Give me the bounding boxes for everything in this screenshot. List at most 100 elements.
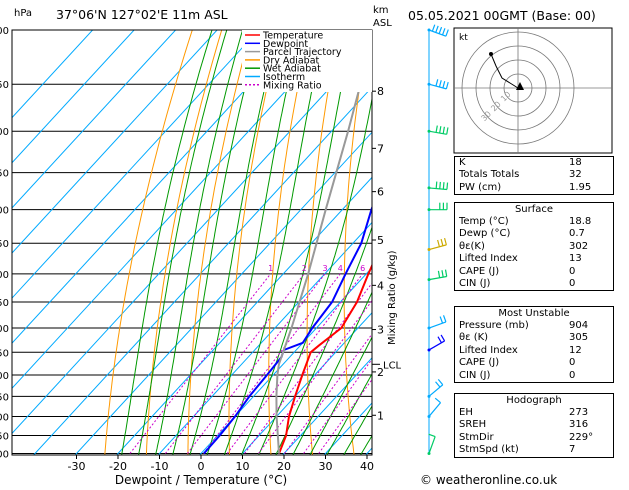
lcl-label: LCL [383,360,402,371]
wind-barb [427,379,444,398]
wind-barb-dot [427,208,431,212]
wind-barb-flag [439,181,441,189]
index-value: 32 [569,169,582,181]
wet-adiabat-line [240,30,354,455]
x-axis-title: Dewpoint / Temperature (°C) [115,473,287,486]
mixing-ratio-line [203,273,341,454]
km-tick-label: 2 [377,366,384,379]
hodo-label: StmSpd (kt) [459,444,519,456]
isotherm-line [157,221,372,455]
isotherm-line [12,30,343,390]
wind-barb-flag [442,126,445,134]
wind-barb-flag [434,397,441,404]
surface-value: 18.8 [569,216,592,227]
x-tick-label: 10 [236,460,250,473]
mixing-ratio-line [244,282,372,454]
hodograph-trace [490,53,519,89]
isotherm-line [74,131,372,455]
isotherm-line [12,41,372,435]
mixing-ratio-label: 15 [412,264,422,273]
wet-adiabat-line [121,30,213,455]
pressure-tick-label: 300 [0,26,9,37]
dry-adiabat-line [187,30,252,455]
location-title: 37°06'N 127°02'E 11m ASL [56,7,228,22]
hodograph-frame [453,27,613,154]
km-tick-label: 8 [377,85,384,98]
wet-adiabat-line [138,30,228,455]
wind-barb-dot [427,326,431,330]
legend-label: Temperature [262,31,323,42]
mu-label: CIN (J) [459,369,491,381]
wind-barb-flag [437,379,444,386]
wind-barb-flag [435,381,441,388]
x-tick-label: -20 [109,460,127,473]
legend-label: Dewpoint [263,39,308,50]
legend-label: Isotherm [263,72,305,83]
wind-barb-dot [427,394,431,398]
surface-label: Temp (°C) [459,216,509,227]
mixing-ratio-line [318,378,372,454]
wind-barb-flag [435,79,439,87]
isotherm-line [12,30,94,119]
x-tick-label: 30 [319,460,333,473]
pressure-tick-label: 950 [0,431,9,442]
wind-barb-shaft [428,384,444,397]
wind-barb-shaft [428,244,447,251]
wet-adiabat-line [189,30,280,455]
wind-barb-dot [427,414,431,418]
km-tick-label: 6 [377,186,384,199]
surface-table: Surface Temp (°C) 18.8 Dewp (°C) 0.7 θε(K)… [454,202,614,292]
mu-label: CAPE (J) [459,357,500,369]
wind-barb-dot [427,278,431,282]
wind-barb-flag [438,26,443,34]
wind-barb-shaft [428,340,445,351]
wind-barb-shaft [428,187,447,191]
isotherm-line [12,30,301,344]
wind-barb-flag [446,127,449,135]
legend-label: Wet Adiabat [263,64,321,75]
hodo-value: 229° [569,431,594,443]
wind-barb-flag [444,269,448,277]
isotherm-line [281,357,372,455]
wind-barb [427,202,448,212]
wind-barb [427,237,447,252]
pressure-tick-label: 900 [0,412,9,423]
wind-barb-flag [428,433,436,438]
chart-axes: 3003504004505005506006507007508008509009… [0,26,402,473]
wind-barb-flag [442,315,447,323]
series-line-temperature [278,263,372,454]
index-row-totals: Totals Totals 32 [455,169,613,181]
wind-barb-dot [427,348,431,352]
x-tick-label: 20 [277,460,291,473]
legend-label: Parcel Trajectory [263,47,342,58]
surface-value: 0 [569,265,576,277]
surface-value: 13 [569,253,582,265]
index-label: PW (cm) [459,181,502,193]
isotherm-line [32,86,372,455]
wet-adiabat-line [223,30,326,455]
mu-value: 904 [569,320,589,331]
isotherm-line [12,30,135,164]
wind-barb-dot [427,248,431,252]
surface-label: Dewp (°C) [459,228,511,240]
wind-barb [427,125,449,135]
wind-barb-flag [441,28,446,36]
wind-barb-dot [427,186,431,190]
wet-adiabat-line [343,405,372,455]
mu-label: Lifted Index [459,344,518,356]
wind-barb-dot [427,82,431,86]
wind-barb-shaft [428,130,447,135]
wind-barb-flag [431,24,436,32]
mixing-ratio-label: 1 [268,264,273,273]
chart-series [203,30,372,455]
mu-label: θε (K) [459,332,489,344]
surface-label: CIN (J) [459,277,491,289]
dry-adiabat-line [306,30,340,455]
storm-motion-marker [516,82,524,90]
pressure-tick-label: 500 [0,206,9,217]
surface-label: Lifted Index [459,253,518,265]
wind-barb-dot [427,452,431,455]
wind-barb-flag [439,126,442,134]
